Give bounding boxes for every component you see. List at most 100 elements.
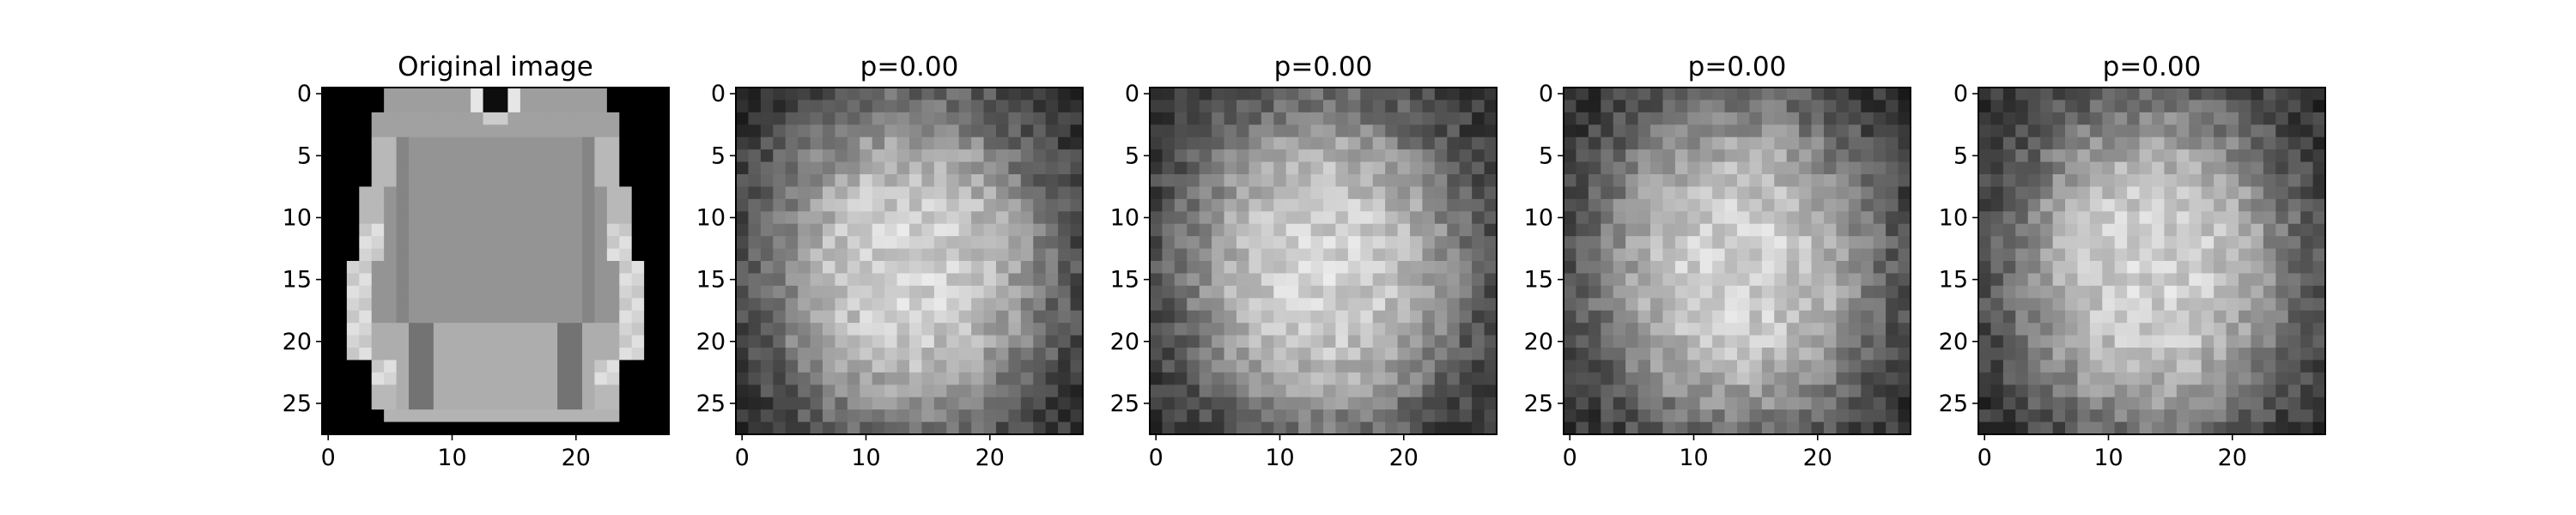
image-cells [1150, 88, 1498, 435]
pixel-cell [569, 298, 583, 312]
pixel-cell [1447, 136, 1461, 150]
pixel-cell [1724, 88, 1738, 101]
pixel-cell [619, 285, 633, 299]
pixel-cell [2287, 149, 2301, 163]
pixel-cell [1224, 223, 1237, 237]
pixel-cell [1162, 88, 1176, 101]
pixel-cell [1737, 298, 1751, 312]
pixel-cell [1008, 223, 1022, 237]
pixel-cell [1020, 372, 1034, 385]
pixel-cell [2065, 298, 2079, 312]
pixel-cell [471, 174, 484, 188]
pixel-cell [656, 360, 670, 373]
pixel-cell [760, 348, 774, 361]
pixel-cell [1613, 348, 1626, 361]
pixel-cell [1236, 112, 1250, 125]
pixel-cell [860, 124, 873, 138]
pixel-cell [2287, 348, 2301, 361]
pixel-cell [946, 285, 960, 299]
pixel-cell [1385, 223, 1399, 237]
pixel-cell [557, 248, 571, 262]
pixel-cell [1898, 360, 1911, 373]
pixel-cell [1335, 421, 1349, 435]
pixel-cell [1799, 223, 1813, 237]
pixel-cell [1824, 136, 1838, 150]
pixel-cell [458, 261, 471, 275]
pixel-cell [359, 112, 373, 125]
pixel-cell [2027, 149, 2041, 163]
pixel-cell [1199, 335, 1212, 348]
pixel-cell [909, 149, 923, 163]
pixel-cell [507, 360, 521, 373]
pixel-cell [2077, 360, 2091, 373]
pixel-cell [359, 298, 373, 312]
pixel-cell [1484, 88, 1498, 101]
pixel-cell [1674, 385, 1688, 398]
pixel-cell [1385, 360, 1399, 373]
pixel-cell [1472, 335, 1485, 348]
pixel-cell [433, 149, 447, 163]
pixel-cell [1261, 310, 1274, 324]
pixel-cell [2102, 360, 2116, 373]
pixel-cell [748, 124, 762, 138]
pixel-cell [519, 223, 533, 237]
pixel-cell [1873, 174, 1886, 188]
pixel-cell [1323, 421, 1337, 435]
pixel-cell [519, 421, 533, 435]
pixel-cell [1199, 372, 1212, 385]
pixel-cell [2102, 323, 2116, 336]
pixel-cell [983, 112, 997, 125]
pixel-cell [519, 372, 533, 385]
pixel-cell [760, 409, 774, 423]
pixel-cell [1637, 348, 1651, 361]
pixel-cell [1687, 421, 1701, 435]
pixel-cell [1236, 348, 1250, 361]
pixel-cell [2189, 348, 2202, 361]
pixel-cell [619, 174, 633, 188]
pixel-cell [1045, 149, 1059, 163]
pixel-cell [1410, 348, 1424, 361]
pixel-cell [1674, 310, 1688, 324]
pixel-cell [996, 385, 1010, 398]
pixel-cell [1323, 100, 1337, 113]
pixel-cell [631, 385, 645, 398]
pixel-cell [2251, 112, 2264, 125]
pixel-cell [2201, 298, 2215, 312]
pixel-cell [1761, 273, 1775, 287]
pixel-cell [1008, 88, 1022, 101]
pixel-cell [322, 360, 336, 373]
pixel-cell [334, 149, 348, 163]
pixel-cell [921, 360, 935, 373]
pixel-cell [2176, 223, 2190, 237]
pixel-cell [1978, 100, 1992, 113]
pixel-cell [810, 261, 823, 275]
pixel-cell [2077, 174, 2091, 188]
pixel-cell [1786, 223, 1800, 237]
pixel-cell [1187, 174, 1200, 188]
pixel-cell [1564, 236, 1577, 250]
pixel-cell [594, 360, 608, 373]
pixel-cell [1459, 323, 1473, 336]
pixel-cell [2015, 360, 2029, 373]
pixel-cell [2312, 186, 2326, 200]
pixel-cell [532, 198, 546, 212]
pixel-cell [396, 335, 410, 348]
pixel-cell [2089, 323, 2103, 336]
pixel-cell [1249, 385, 1262, 398]
pixel-cell [2189, 100, 2202, 113]
pixel-cell [1990, 360, 2004, 373]
pixel-cell [1761, 421, 1775, 435]
pixel-cell [1687, 124, 1701, 138]
pixel-cell [2114, 421, 2128, 435]
pixel-cell [409, 397, 422, 410]
pixel-cell [1774, 186, 1788, 200]
pixel-cell [847, 397, 860, 410]
pixel-cell [1848, 124, 1862, 138]
pixel-cell [2089, 385, 2103, 398]
pixel-cell [1397, 149, 1411, 163]
pixel-cell [1008, 421, 1022, 435]
pixel-cell [1162, 248, 1176, 262]
pixel-cell [1335, 174, 1349, 188]
pixel-cell [1613, 335, 1626, 348]
pixel-cell [2152, 372, 2166, 385]
